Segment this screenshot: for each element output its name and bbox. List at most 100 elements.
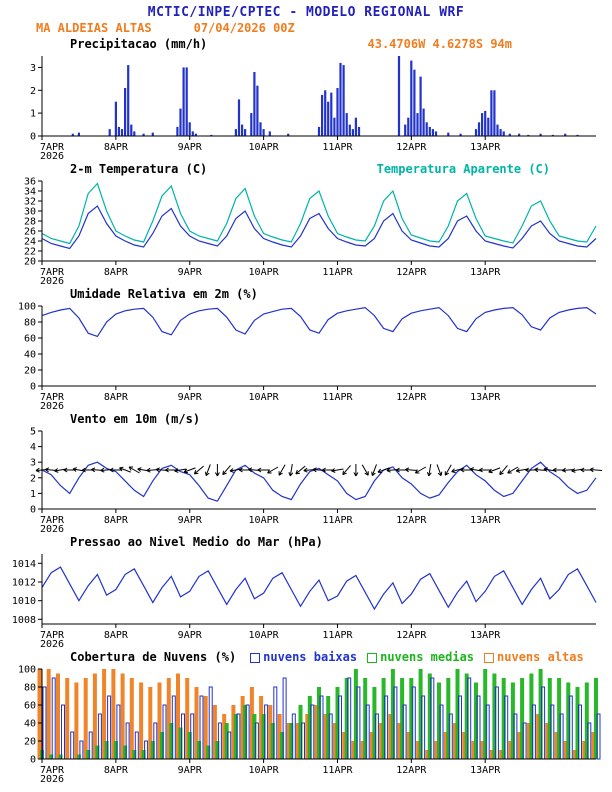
svg-text:9APR: 9APR <box>178 267 203 278</box>
low-clouds-swatch-icon <box>250 652 261 663</box>
panel-humidity: Umidade Relativa em 2m (%) 0 20 40 60 80 100 7… <box>0 287 612 410</box>
svg-text:1010: 1010 <box>12 596 36 607</box>
svg-text:10APR: 10APR <box>249 392 280 403</box>
svg-text:11APR: 11APR <box>322 630 353 641</box>
temperature-header: 2-m Temperatura (C) Temperatura Aparente… <box>0 162 612 177</box>
svg-text:10APR: 10APR <box>249 142 280 153</box>
svg-text:11APR: 11APR <box>322 392 353 403</box>
svg-text:11APR: 11APR <box>322 142 353 153</box>
svg-text:10APR: 10APR <box>249 515 280 526</box>
svg-text:9APR: 9APR <box>178 630 203 641</box>
svg-text:10APR: 10APR <box>249 630 280 641</box>
wind-header: Vento em 10m (m/s) <box>0 412 612 427</box>
svg-text:5: 5 <box>30 427 36 438</box>
station-name: MA ALDEIAS ALTAS <box>36 21 152 35</box>
svg-text:36: 36 <box>24 177 36 188</box>
svg-text:2026: 2026 <box>40 401 64 410</box>
humidity-header: Umidade Relativa em 2m (%) <box>0 287 612 302</box>
svg-text:7APR: 7APR <box>40 630 65 641</box>
svg-text:2: 2 <box>30 473 36 484</box>
svg-text:7APR: 7APR <box>40 765 65 776</box>
svg-text:11APR: 11APR <box>322 267 353 278</box>
svg-text:0: 0 <box>30 755 36 766</box>
svg-text:12APR: 12APR <box>396 142 427 153</box>
clouds-header: Cobertura de Nuvens (%) nuvens baixas nu… <box>0 650 612 665</box>
svg-text:13APR: 13APR <box>470 142 501 153</box>
temperature-title: 2-m Temperatura (C) <box>70 162 208 176</box>
svg-text:9APR: 9APR <box>178 142 203 153</box>
svg-text:8APR: 8APR <box>104 765 129 776</box>
svg-text:3: 3 <box>30 458 36 469</box>
panel-precipitation: Precipitacao (mm/h) 43.4706W 4.6278S 94m… <box>0 37 612 160</box>
wind-title: Vento em 10m (m/s) <box>70 412 201 426</box>
svg-text:40: 40 <box>24 350 36 361</box>
header-subrow: MA ALDEIAS ALTAS 07/04/2026 00Z <box>0 21 612 35</box>
svg-text:2026: 2026 <box>40 639 64 648</box>
legend-item-mid-clouds: nuvens medias <box>367 650 474 665</box>
svg-text:13APR: 13APR <box>470 267 501 278</box>
svg-text:20: 20 <box>24 737 36 748</box>
svg-text:13APR: 13APR <box>470 765 501 776</box>
svg-text:9APR: 9APR <box>178 765 203 776</box>
svg-text:100: 100 <box>18 665 36 676</box>
svg-text:8APR: 8APR <box>104 392 129 403</box>
svg-text:0: 0 <box>30 132 36 143</box>
svg-text:60: 60 <box>24 334 36 345</box>
svg-text:2026: 2026 <box>40 276 64 285</box>
svg-text:32: 32 <box>24 197 36 208</box>
svg-text:11APR: 11APR <box>322 765 353 776</box>
svg-text:8APR: 8APR <box>104 267 129 278</box>
svg-text:9APR: 9APR <box>178 515 203 526</box>
svg-text:7APR: 7APR <box>40 515 65 526</box>
legend-item-low-clouds: nuvens baixas <box>250 650 357 665</box>
svg-text:2: 2 <box>30 86 36 97</box>
svg-text:0: 0 <box>30 505 36 516</box>
svg-text:12APR: 12APR <box>396 630 427 641</box>
page-title: MCTIC/INPE/CPTEC - MODELO REGIONAL WRF <box>147 5 465 20</box>
svg-text:13APR: 13APR <box>470 630 501 641</box>
svg-text:12APR: 12APR <box>396 765 427 776</box>
svg-text:8APR: 8APR <box>104 515 129 526</box>
svg-text:1012: 1012 <box>12 578 36 589</box>
svg-text:0: 0 <box>30 382 36 393</box>
svg-text:20: 20 <box>24 257 36 268</box>
svg-text:34: 34 <box>24 187 36 198</box>
pressure-header: Pressao ao Nivel Medio do Mar (hPa) <box>0 535 612 550</box>
pressure-title: Pressao ao Nivel Medio do Mar (hPa) <box>70 535 323 549</box>
svg-text:80: 80 <box>24 318 36 329</box>
svg-text:13APR: 13APR <box>470 392 501 403</box>
svg-text:4: 4 <box>30 442 36 453</box>
svg-text:12APR: 12APR <box>396 392 427 403</box>
svg-text:8APR: 8APR <box>104 630 129 641</box>
svg-text:80: 80 <box>24 683 36 694</box>
high-clouds-swatch-icon <box>484 652 495 663</box>
page-header: MCTIC/INPE/CPTEC - MODELO REGIONAL WRF M… <box>0 5 612 35</box>
clouds-legend: nuvens baixas nuvens medias nuvens altas <box>250 650 584 665</box>
svg-text:7APR: 7APR <box>40 267 65 278</box>
svg-text:24: 24 <box>24 237 36 248</box>
svg-text:1: 1 <box>30 109 36 120</box>
panel-clouds: Cobertura de Nuvens (%) nuvens baixas nu… <box>0 650 612 783</box>
svg-text:10APR: 10APR <box>249 267 280 278</box>
panel-pressure: Pressao ao Nivel Medio do Mar (hPa) 1008… <box>0 535 612 648</box>
svg-text:22: 22 <box>24 247 36 258</box>
svg-text:30: 30 <box>24 207 36 218</box>
svg-text:60: 60 <box>24 701 36 712</box>
svg-text:100: 100 <box>18 302 36 313</box>
humidity-title: Umidade Relativa em 2m (%) <box>70 287 258 301</box>
svg-text:10APR: 10APR <box>249 765 280 776</box>
mid-clouds-label: nuvens medias <box>380 650 475 664</box>
svg-text:12APR: 12APR <box>396 267 427 278</box>
svg-text:12APR: 12APR <box>396 515 427 526</box>
svg-text:28: 28 <box>24 217 36 228</box>
mid-clouds-swatch-icon <box>367 652 378 663</box>
svg-text:20: 20 <box>24 366 36 377</box>
svg-text:2026: 2026 <box>40 151 64 160</box>
